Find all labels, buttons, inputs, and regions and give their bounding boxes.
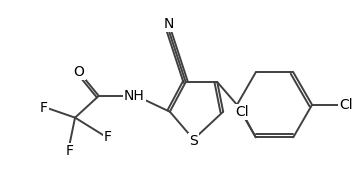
Text: N: N: [164, 17, 174, 31]
Text: S: S: [189, 134, 198, 148]
Text: F: F: [39, 101, 48, 115]
Text: O: O: [74, 65, 84, 79]
Text: Cl: Cl: [339, 98, 352, 112]
Text: Cl: Cl: [235, 105, 249, 119]
Text: F: F: [65, 144, 73, 158]
Text: F: F: [103, 130, 112, 144]
Text: NH: NH: [124, 89, 145, 103]
